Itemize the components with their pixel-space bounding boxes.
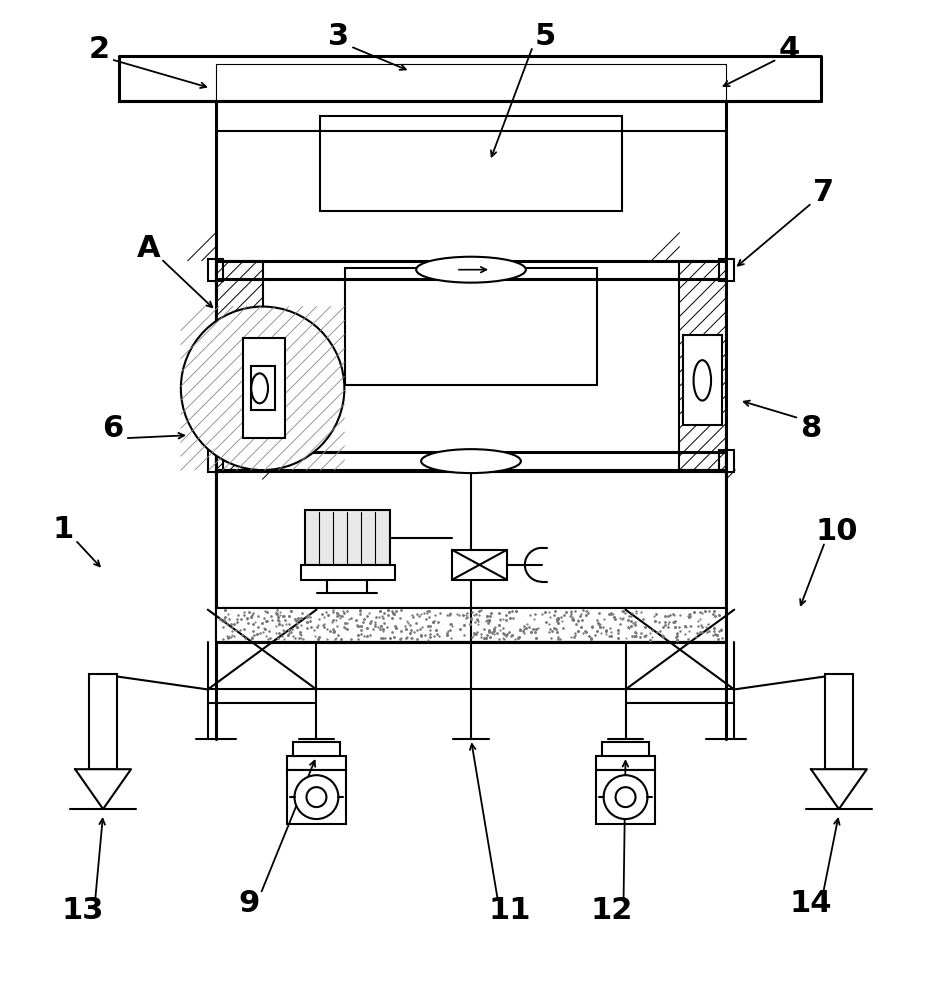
- Text: 7: 7: [813, 178, 835, 207]
- Bar: [208, 450, 222, 472]
- Bar: [720, 450, 734, 472]
- Bar: [293, 742, 340, 756]
- Text: 14: 14: [789, 889, 832, 918]
- Bar: [216, 472, 726, 608]
- Circle shape: [604, 775, 647, 819]
- Bar: [452, 550, 507, 580]
- Bar: [602, 742, 649, 756]
- Ellipse shape: [421, 449, 521, 473]
- Text: 8: 8: [801, 414, 821, 443]
- Circle shape: [615, 787, 636, 807]
- Bar: [89, 674, 117, 769]
- Bar: [251, 366, 274, 410]
- Text: A: A: [138, 234, 161, 263]
- Ellipse shape: [231, 358, 249, 403]
- Text: 12: 12: [591, 896, 633, 925]
- Polygon shape: [119, 56, 821, 101]
- Circle shape: [295, 775, 338, 819]
- Text: 10: 10: [816, 517, 858, 546]
- Bar: [683, 335, 723, 425]
- Circle shape: [181, 307, 345, 470]
- Bar: [305, 510, 390, 565]
- Ellipse shape: [416, 257, 526, 283]
- Text: 5: 5: [534, 22, 556, 51]
- Text: 3: 3: [328, 22, 349, 51]
- Text: 9: 9: [238, 889, 259, 918]
- Bar: [216, 261, 263, 470]
- Bar: [216, 608, 726, 642]
- Bar: [286, 756, 347, 770]
- Text: 6: 6: [103, 414, 123, 443]
- Text: 2: 2: [89, 35, 109, 64]
- Polygon shape: [811, 769, 867, 809]
- Text: 13: 13: [62, 896, 105, 925]
- Bar: [286, 770, 347, 824]
- Bar: [221, 335, 259, 425]
- Ellipse shape: [693, 360, 711, 401]
- Bar: [243, 338, 284, 438]
- Bar: [825, 674, 853, 769]
- Text: 11: 11: [489, 896, 531, 925]
- Polygon shape: [75, 769, 131, 809]
- Text: 1: 1: [53, 515, 73, 544]
- Bar: [208, 259, 222, 281]
- Ellipse shape: [252, 373, 268, 403]
- Bar: [346, 268, 596, 385]
- Bar: [595, 770, 656, 824]
- Bar: [300, 565, 396, 580]
- Text: 4: 4: [778, 35, 800, 64]
- Circle shape: [306, 787, 327, 807]
- Bar: [679, 261, 726, 470]
- Bar: [320, 116, 622, 211]
- Bar: [595, 756, 656, 770]
- Bar: [720, 259, 734, 281]
